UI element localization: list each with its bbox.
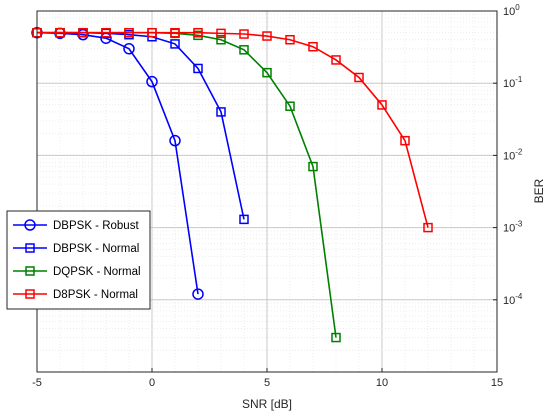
data-point [239,45,249,55]
y-tick-label: 10-2 [503,147,523,162]
data-point [192,288,204,300]
y-tick-label: 100 [503,3,520,18]
data-point [331,55,341,65]
data-point [308,161,318,172]
data-point [123,43,135,55]
x-tick-label: 5 [264,377,270,389]
data-point [55,27,65,38]
legend-marker [24,219,36,231]
data-point [239,214,249,225]
data-point [216,28,226,39]
data-point [124,27,134,38]
legend-item: D8PSK - Normal [13,289,138,301]
legend-item: DBPSK - Normal [13,243,139,255]
y-tick-label: 10-3 [503,220,523,235]
y-tick-label: 10-1 [503,75,523,90]
data-point [216,34,226,45]
data-point [239,29,249,39]
data-series [31,26,433,343]
x-tick-label: 0 [149,377,155,389]
series-3 [32,27,433,233]
data-point [308,41,318,52]
data-point [262,31,272,41]
data-point [400,135,410,146]
legend-label: DBPSK - Robust [53,220,139,232]
data-point [216,107,226,117]
data-point [193,63,203,74]
data-point [377,100,387,110]
legend-label: DBPSK - Normal [53,243,139,255]
x-tick-label: 15 [491,377,503,389]
x-tick-label: 10 [376,377,388,389]
legend-label: DQPSK - Normal [53,266,141,278]
data-point [285,101,295,111]
data-point [354,72,364,83]
legend: DBPSK - Robust DBPSK - Normal DQPSK - Norm… [6,210,151,310]
data-point [193,27,203,38]
x-tick-label: -5 [32,377,42,389]
y-axis-label: BER [532,178,546,203]
x-axis-label: SNR [dB] [242,397,292,411]
legend-item: DQPSK - Normal [13,266,141,278]
grid [36,10,498,373]
legend-label: D8PSK - Normal [53,289,138,301]
ticks: -5 0 5 10 15 100 10-1 10-2 10-3 10-4 [32,3,523,389]
legend-box [6,210,151,310]
data-point [262,67,272,78]
data-point [78,27,88,38]
legend-marker [25,266,35,276]
data-point [169,134,181,147]
data-point [101,27,111,38]
legend-marker [25,289,35,299]
data-point [170,39,180,49]
legend-marker [25,243,35,253]
y-tick-label: 10-4 [503,292,523,307]
data-point [146,75,158,88]
data-point [285,34,295,45]
data-point [331,332,341,343]
data-point [77,28,89,41]
data-point [423,222,433,233]
data-point [170,27,180,38]
legend-item: DBPSK - Robust [13,219,139,232]
data-point [147,27,157,38]
